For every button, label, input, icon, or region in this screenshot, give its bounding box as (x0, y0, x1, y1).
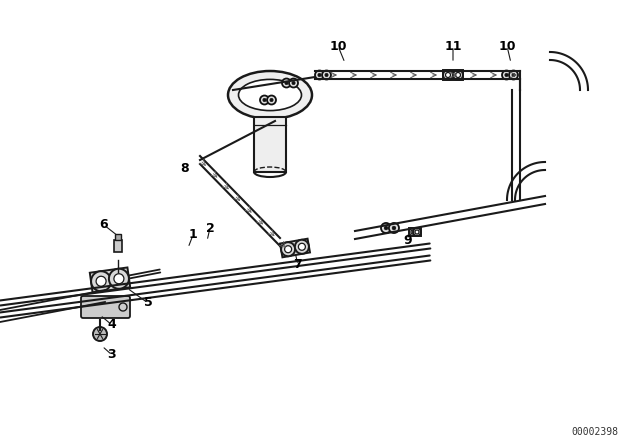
Circle shape (318, 73, 321, 77)
Circle shape (281, 242, 295, 256)
Circle shape (384, 226, 388, 230)
Circle shape (502, 70, 511, 79)
Text: 5: 5 (143, 297, 152, 310)
Text: 8: 8 (180, 161, 189, 175)
Circle shape (285, 246, 292, 253)
Text: 9: 9 (404, 233, 412, 246)
Text: 7: 7 (294, 258, 302, 271)
Circle shape (413, 228, 421, 236)
FancyBboxPatch shape (443, 70, 463, 80)
Text: 10: 10 (329, 39, 347, 52)
FancyBboxPatch shape (409, 228, 421, 236)
Circle shape (289, 78, 298, 87)
Text: 00002398: 00002398 (572, 427, 618, 437)
Bar (114, 240, 122, 252)
Bar (115, 234, 121, 240)
FancyBboxPatch shape (81, 296, 130, 318)
Circle shape (509, 70, 518, 79)
Circle shape (267, 95, 276, 104)
Circle shape (270, 99, 273, 102)
Circle shape (411, 230, 415, 234)
Circle shape (505, 73, 508, 77)
Circle shape (114, 274, 124, 284)
Circle shape (315, 70, 324, 79)
Circle shape (295, 240, 309, 254)
Ellipse shape (239, 79, 301, 111)
Circle shape (409, 228, 417, 236)
Text: 2: 2 (205, 221, 214, 234)
Circle shape (381, 223, 391, 233)
Circle shape (292, 82, 295, 85)
Circle shape (96, 276, 106, 286)
FancyBboxPatch shape (90, 267, 130, 293)
FancyBboxPatch shape (280, 239, 310, 257)
Circle shape (392, 226, 396, 230)
Circle shape (415, 230, 419, 234)
Circle shape (285, 82, 288, 85)
Circle shape (445, 73, 451, 78)
Ellipse shape (228, 71, 312, 119)
Text: 11: 11 (444, 39, 461, 52)
Circle shape (389, 223, 399, 233)
Text: 10: 10 (499, 39, 516, 52)
Circle shape (453, 70, 463, 80)
Circle shape (512, 73, 515, 77)
Circle shape (91, 271, 111, 291)
Text: 4: 4 (108, 319, 116, 332)
Circle shape (322, 70, 331, 79)
Circle shape (109, 269, 129, 289)
Bar (254, 117, 286, 172)
Text: 6: 6 (100, 219, 108, 232)
Circle shape (443, 70, 453, 80)
Circle shape (456, 73, 461, 78)
Circle shape (260, 95, 269, 104)
Circle shape (298, 243, 305, 250)
Circle shape (282, 78, 291, 87)
Text: 1: 1 (189, 228, 197, 241)
Circle shape (325, 73, 328, 77)
Text: 3: 3 (108, 349, 116, 362)
Circle shape (263, 99, 266, 102)
Circle shape (93, 327, 107, 341)
